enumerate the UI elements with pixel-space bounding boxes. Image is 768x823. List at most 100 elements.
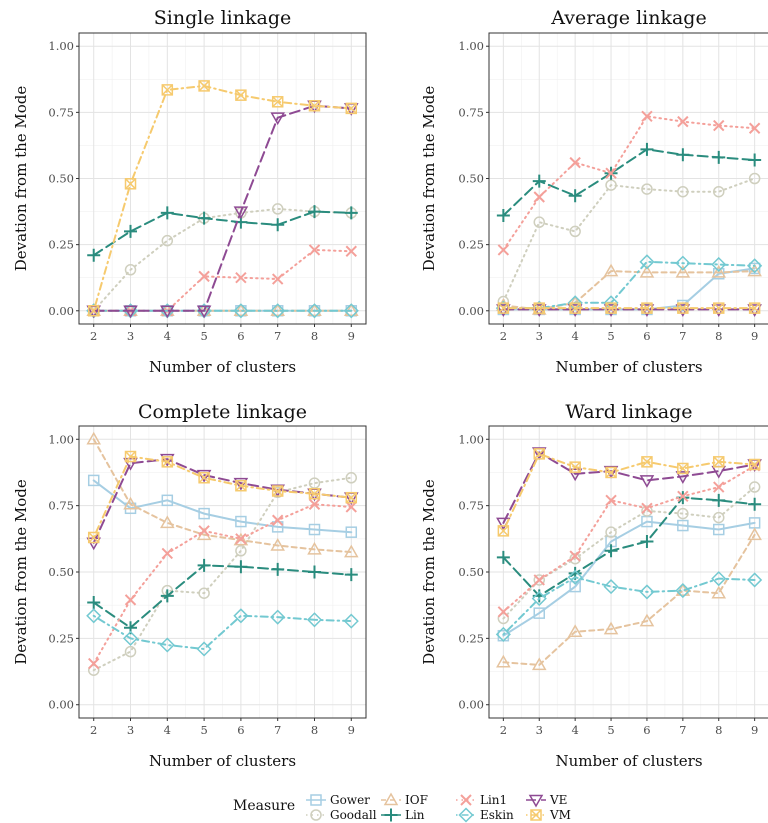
data-point-lin	[748, 153, 762, 167]
y-tick-label: 1.00	[48, 39, 74, 53]
series-line-iof	[92, 438, 353, 554]
legend-item-gower: Gower	[306, 793, 370, 807]
data-point-lin1	[198, 525, 210, 537]
data-point-ve	[531, 447, 547, 461]
series-line-lin1	[502, 464, 756, 613]
series-lin1	[88, 498, 357, 670]
data-point-goodall	[235, 545, 247, 557]
data-point-eskin	[122, 630, 139, 646]
x-tick-label: 2	[90, 723, 97, 737]
data-point-goodall	[497, 612, 510, 625]
data-point-lin1	[497, 606, 510, 618]
data-point-goodall	[569, 225, 581, 238]
data-point-lin1	[308, 498, 321, 511]
series-vm	[497, 448, 761, 537]
data-point-goodall	[533, 216, 546, 228]
y-tick-label: 1.00	[458, 39, 484, 53]
data-point-vm	[198, 472, 210, 484]
data-point-iof	[270, 537, 285, 551]
series-group	[495, 110, 763, 317]
data-point-eskin	[270, 303, 286, 319]
data-point-iof	[639, 264, 655, 278]
data-point-lin1	[235, 271, 247, 284]
y-tick-label: 1.00	[48, 432, 74, 446]
data-point-eskin	[343, 613, 359, 629]
data-point-iof	[531, 657, 547, 671]
data-point-goodall	[198, 587, 210, 599]
data-point-lin	[197, 211, 211, 225]
legend-label: Gower	[330, 793, 370, 807]
data-point-eskin	[86, 608, 102, 624]
data-point-lin1	[198, 270, 210, 283]
legend-key-marker	[383, 792, 399, 806]
data-point-vm	[569, 302, 581, 314]
data-point-lin1	[748, 122, 761, 134]
x-tick-label: 3	[536, 329, 543, 343]
y-tick-label: 0.00	[458, 698, 484, 712]
data-point-gower	[569, 580, 581, 593]
series-lin	[496, 491, 762, 603]
data-point-vm	[124, 178, 137, 190]
y-tick-label: 0.50	[458, 172, 484, 186]
data-point-iof	[603, 263, 619, 277]
data-point-lin	[568, 189, 582, 203]
series-line-lin1	[92, 248, 353, 312]
x-tick-label: 3	[127, 329, 134, 343]
x-tick-label: 7	[274, 723, 281, 737]
data-point-vm	[712, 456, 725, 468]
data-point-goodall	[345, 472, 358, 484]
y-tick-label: 0.25	[48, 238, 74, 252]
data-point-lin	[307, 205, 321, 219]
data-point-iof	[496, 654, 511, 668]
series-line-goodall	[502, 177, 756, 303]
y-tick-label: 0.50	[48, 565, 74, 579]
x-tick-label: 3	[127, 723, 134, 737]
panel-single-linkage: 0.00 0.25 0.50 0.75 1.00 2 3 4 5 6 7 8 9 Single linka…	[12, 7, 367, 376]
data-point-gower	[198, 507, 210, 520]
x-tick-label: 5	[200, 723, 207, 737]
series-line-vm	[502, 452, 756, 532]
data-point-iof	[307, 541, 322, 555]
series-lin	[87, 558, 358, 635]
data-point-ve	[196, 305, 212, 319]
data-point-goodall	[87, 664, 100, 676]
series-group	[495, 447, 763, 671]
legend-label: IOF	[405, 793, 428, 807]
data-point-lin	[87, 248, 101, 262]
data-point-eskin	[711, 571, 727, 587]
data-point-lin1	[713, 481, 725, 493]
x-tick-label: 8	[715, 723, 722, 737]
data-point-lin1	[124, 594, 137, 606]
legend-label: Goodall	[330, 808, 377, 822]
series-line-gower	[502, 520, 756, 637]
series-group	[86, 80, 359, 319]
panel-ward-linkage: 0.00 0.25 0.50 0.75 1.00 2 3 4 5 6 7 8 9 Ward linkage…	[420, 401, 768, 770]
data-point-eskin	[675, 255, 691, 271]
data-point-goodall	[271, 203, 284, 215]
series-line-lin1	[92, 503, 353, 665]
data-point-iof	[711, 264, 727, 278]
data-point-ve	[567, 468, 583, 482]
legend-key-marker	[310, 809, 322, 821]
data-point-lin1	[271, 514, 284, 526]
x-tick-label: 5	[200, 329, 207, 343]
data-point-vm	[748, 458, 761, 471]
series-vm	[497, 302, 761, 314]
legend-item-eskin: Eskin	[456, 807, 514, 823]
legend-label: Lin1	[480, 793, 507, 807]
data-point-goodall	[748, 172, 761, 185]
data-point-vm	[605, 302, 617, 314]
data-point-lin	[748, 497, 762, 511]
data-point-vm	[641, 302, 653, 314]
data-point-lin	[344, 568, 358, 582]
legend-title: Measure	[233, 798, 295, 814]
legend-item-goodall: Goodall	[306, 808, 377, 822]
data-point-gower	[345, 526, 358, 538]
data-point-ve	[160, 305, 175, 319]
data-point-vm	[235, 89, 247, 101]
data-point-goodall	[497, 295, 510, 308]
panel-average-linkage: 0.00 0.25 0.50 0.75 1.00 2 3 4 5 6 7 8 9 Average link…	[420, 7, 768, 376]
legend-item-lin: Lin	[381, 808, 425, 822]
data-point-vm	[124, 450, 137, 463]
data-point-lin1	[235, 533, 247, 545]
